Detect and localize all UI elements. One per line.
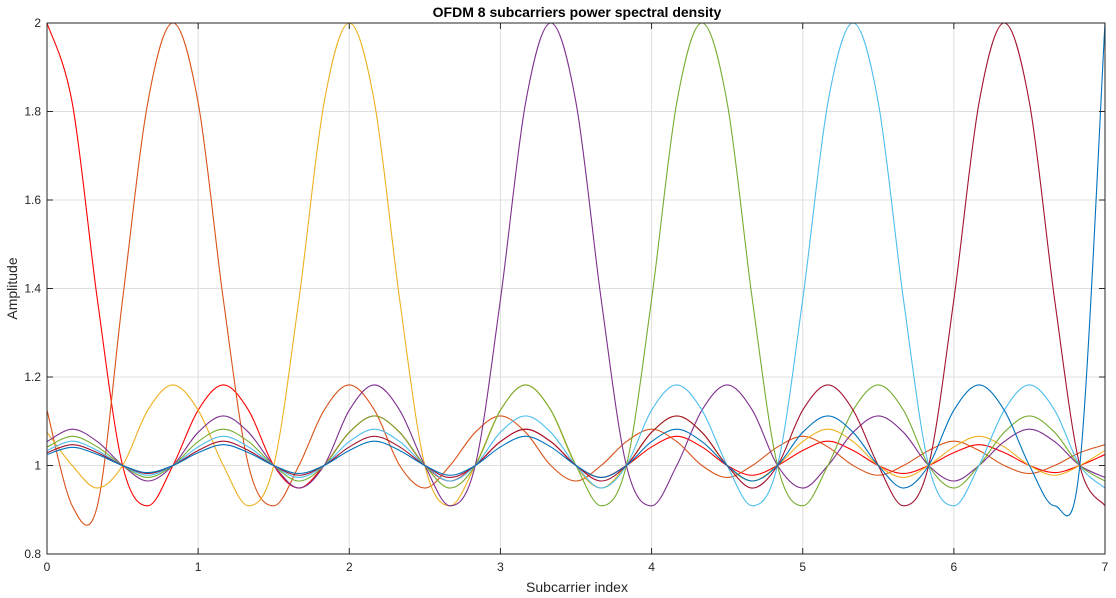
y-axis-label: Amplitude <box>4 257 20 319</box>
y-tick-label: 2 <box>34 16 41 30</box>
x-tick-label: 2 <box>346 560 353 574</box>
y-tick-label: 1.4 <box>24 282 41 296</box>
chart-title: OFDM 8 subcarriers power spectral densit… <box>433 4 722 20</box>
subcarrier-series-line-8 <box>46 22 1106 517</box>
x-axis-label: Subcarrier index <box>526 579 628 595</box>
series-lines <box>46 22 1106 526</box>
x-tick-label: 6 <box>951 560 958 574</box>
subcarrier-series-line-7 <box>46 22 1106 507</box>
subcarrier-series-line-6 <box>46 22 1106 507</box>
subcarrier-series-line-5 <box>46 22 1106 507</box>
x-tick-label: 1 <box>195 560 202 574</box>
axis-ticks: 0 1 2 3 4 5 6 7 0.8 1 1.2 1.4 1.6 1.8 2 <box>24 16 1108 574</box>
x-tick-label: 5 <box>799 560 806 574</box>
y-tick-label: 1 <box>34 459 41 473</box>
x-tick-label: 4 <box>648 560 655 574</box>
x-tick-label: 3 <box>497 560 504 574</box>
subcarrier-series-line-4 <box>46 22 1106 507</box>
y-tick-label: 1.6 <box>24 193 41 207</box>
y-tick-label: 0.8 <box>24 547 41 561</box>
subcarrier-series-line-2 <box>46 22 1106 526</box>
y-tick-label: 1.2 <box>24 370 41 384</box>
x-tick-label: 0 <box>44 560 51 574</box>
x-tick-label: 7 <box>1102 560 1109 574</box>
y-tick-label: 1.8 <box>24 105 41 119</box>
